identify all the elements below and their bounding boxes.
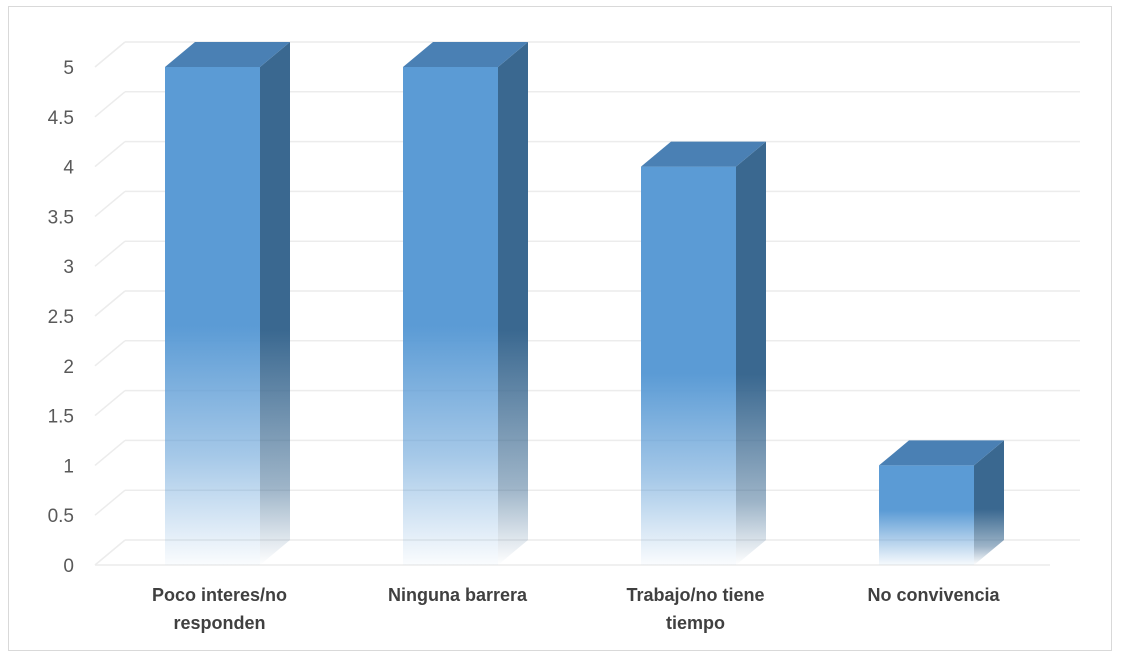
bar-side-face (974, 440, 1004, 565)
y-tick-label: 1.5 (48, 407, 74, 428)
y-tick-label: 2.5 (48, 307, 74, 328)
bar-top-face (165, 42, 290, 67)
y-tick-label: 3.5 (48, 207, 74, 228)
y-tick-label: 5 (63, 58, 74, 79)
gridline-edge (94, 91, 126, 118)
gridline-edge (94, 439, 126, 466)
bars (165, 42, 1004, 565)
y-tick-label: 0 (63, 556, 74, 577)
bar-4 (879, 440, 1004, 565)
gridline-edge (94, 290, 126, 317)
bar-front-face (165, 67, 260, 565)
gridline-edge (94, 489, 126, 516)
y-tick-label: 0.5 (48, 506, 74, 527)
y-tick-label: 3 (63, 257, 74, 278)
bar-front-face (641, 166, 736, 565)
bar-top-face (641, 141, 766, 167)
bar-top-face (403, 42, 528, 67)
x-category-label: Ninguna barrera (388, 585, 528, 605)
gridline-edge (94, 141, 126, 168)
bar-side-face (260, 42, 290, 565)
x-axis-labels: Poco interes/no responden Ninguna barrera T… (152, 585, 1001, 633)
gridline-edge (94, 190, 126, 217)
bar-side-face (736, 141, 766, 565)
gridline-edge (94, 41, 126, 68)
x-category-label: No convivencia (867, 585, 1000, 605)
y-tick-label: 1 (63, 456, 74, 477)
gridline-edge (94, 240, 126, 267)
bar-2 (403, 42, 528, 565)
y-axis-ticks: 0 0.5 1 1.5 2 2.5 3 3.5 4 4.5 5 (48, 58, 75, 577)
bar-front-face (879, 465, 974, 565)
x-category-label: Trabajo/no tiene tiempo (626, 585, 764, 633)
y-tick-label: 4 (63, 158, 74, 179)
bar-3 (641, 141, 766, 565)
bar-front-face (403, 67, 498, 565)
bar-1 (165, 42, 290, 565)
y-tick-label: 2 (63, 357, 74, 378)
gridline-edge (94, 390, 126, 417)
bar-side-face (498, 42, 528, 565)
y-tick-label: 4.5 (48, 108, 74, 129)
bar-top-face (879, 440, 1004, 466)
gridline-edge (94, 340, 126, 367)
x-category-label: Poco interes/no responden (152, 585, 287, 633)
gridline-edge (94, 539, 126, 566)
